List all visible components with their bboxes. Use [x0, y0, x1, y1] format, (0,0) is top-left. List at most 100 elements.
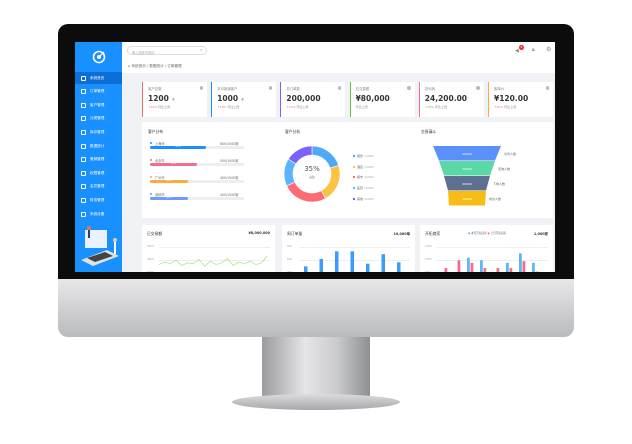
funnel-title: 交易漏斗: [421, 129, 437, 134]
menu-icon: [81, 197, 86, 203]
legend-item: 其他 10000: [357, 196, 374, 201]
funnel-stage[interactable]: 10000 成交人数: [448, 191, 501, 206]
bar-previous[interactable]: [470, 262, 474, 272]
sidebar-item[interactable]: 库存管理: [75, 126, 122, 138]
bar-current[interactable]: [519, 253, 522, 272]
info-icon[interactable]: [476, 86, 480, 90]
y-tick: 4000: [147, 258, 154, 261]
sidebar-item[interactable]: 系统设置: [75, 208, 122, 220]
panel-total: 1,000家: [533, 232, 548, 236]
area-progress-bar: 60%: [150, 145, 244, 149]
stat-note: 环比上周: [504, 105, 517, 109]
bar-current[interactable]: [506, 262, 509, 272]
donut-center-label: 占比: [308, 175, 315, 179]
stat-card: 本月新增客户 1000 个 ↑10% 环比上周: [211, 82, 277, 117]
stat-note: 环比上周: [227, 105, 240, 109]
area-value: 400/1000家: [220, 176, 239, 180]
bar-previous[interactable]: [457, 260, 461, 272]
stat-card: 总订单数 200,000 ↑10% 环比上周: [280, 82, 346, 117]
sidebar-item-label: 权限管理: [90, 170, 105, 175]
sidebar-item-label: 数据统计: [90, 143, 105, 148]
sidebar-item[interactable]: 营销管理: [75, 154, 122, 166]
stat-value: 1000: [217, 94, 239, 103]
info-icon[interactable]: [337, 86, 342, 90]
panel-title: 日交易额: [147, 231, 163, 236]
sidebar-item[interactable]: 数据统计: [75, 140, 122, 152]
gear-icon[interactable]: ⚙: [546, 46, 552, 53]
bar-previous[interactable]: [496, 268, 500, 272]
customer-area-title: 客户分布: [148, 129, 164, 134]
monitor-stand: [262, 337, 370, 399]
legend-dot: [150, 176, 152, 178]
funnel-stage[interactable]: 20000 访问人数: [433, 146, 516, 161]
sidebar-item[interactable]: 订单管理: [75, 86, 122, 98]
info-icon[interactable]: [268, 86, 273, 90]
sidebar-item[interactable]: 客户管理: [75, 99, 122, 111]
bar-previous[interactable]: [509, 268, 513, 272]
breadcrumb-item[interactable]: 系统首页: [131, 64, 146, 68]
bar[interactable]: [319, 258, 324, 272]
search-icon[interactable]: ⌕: [200, 47, 203, 52]
bar[interactable]: [381, 254, 386, 272]
info-icon[interactable]: [407, 86, 411, 90]
sidebar-item[interactable]: 财务管理: [75, 194, 122, 206]
svg-text:成交人数: 成交人数: [489, 196, 501, 201]
funnel-chart: 20000 访问人数 20000 咨询人数 20000 下单人数 10000 成交人数: [433, 146, 516, 206]
sidebar-item-label: 库存管理: [90, 129, 105, 134]
menu-icon: [81, 75, 86, 81]
logo-icon: [92, 50, 106, 64]
bar[interactable]: [350, 251, 355, 272]
info-icon[interactable]: [545, 86, 549, 90]
notification-badge: 6: [519, 45, 524, 50]
stat-value: ¥120.00: [494, 94, 529, 103]
sidebar-item[interactable]: 权限管理: [75, 167, 122, 179]
donut-slice[interactable]: [287, 145, 313, 165]
bar[interactable]: [397, 262, 401, 272]
bar-previous[interactable]: [483, 268, 487, 272]
menu-icon: [81, 116, 86, 122]
menu-icon: [81, 170, 86, 176]
stat-trend: ↑10%: [148, 105, 158, 109]
bar-current[interactable]: [467, 257, 470, 272]
search-input[interactable]: 输入搜索关键词: [127, 46, 207, 55]
sidebar-item-label: 订单管理: [90, 89, 105, 94]
y-tick: 600: [287, 258, 292, 261]
bar-current[interactable]: [480, 260, 483, 272]
notification-icon[interactable]: ◀: [515, 48, 519, 54]
legend-item: 酒店 10000: [357, 164, 374, 169]
sidebar-item[interactable]: 分类管理: [75, 113, 122, 125]
stat-trend: ↓10%: [424, 105, 434, 109]
y-tick: 5000: [147, 245, 154, 248]
donut-slice[interactable]: [286, 181, 326, 203]
bar[interactable]: [366, 263, 370, 272]
progress-fill: 40%: [150, 196, 188, 200]
area-name: 广州市: [155, 176, 165, 180]
bar-current[interactable]: [532, 262, 535, 272]
donut-chart: [283, 145, 341, 203]
breadcrumb-item[interactable]: / 数据统计: [146, 64, 164, 68]
y-tick: 1000: [425, 258, 432, 261]
menu-icon: [81, 89, 86, 95]
svg-text:咨询人数: 咨询人数: [498, 166, 510, 171]
svg-text:20000: 20000: [462, 182, 472, 186]
top-header: 输入搜索关键词 ⌕ ◀ 6 🔒︎ ⚙: [122, 42, 555, 60]
funnel-stage[interactable]: 20000 下单人数: [444, 176, 505, 191]
sidebar-item-label: 系统首页: [90, 75, 105, 80]
bar[interactable]: [335, 251, 339, 272]
menu-icon: [81, 102, 86, 108]
area-value: 600/1000家: [220, 142, 239, 146]
weekly-panel: 周订单量 10,000单 900 600 300: [282, 225, 415, 272]
funnel-stage[interactable]: 20000 咨询人数: [439, 161, 510, 176]
stat-card: 客单价 ¥120.00 ↑10% 环比上周: [488, 82, 553, 117]
area-name: 上海市: [155, 142, 165, 146]
bar-previous[interactable]: [444, 268, 448, 272]
svg-text:20000: 20000: [462, 167, 472, 171]
lock-icon[interactable]: 🔒︎: [532, 47, 535, 53]
donut-slice[interactable]: [320, 164, 341, 199]
home-icon[interactable]: ⌂: [128, 64, 132, 68]
sidebar-item[interactable]: 会员管理: [75, 181, 122, 193]
info-icon[interactable]: [199, 86, 203, 90]
bar-previous[interactable]: [522, 261, 526, 272]
bar[interactable]: [304, 266, 308, 272]
sidebar-item[interactable]: 系统首页: [75, 72, 122, 84]
